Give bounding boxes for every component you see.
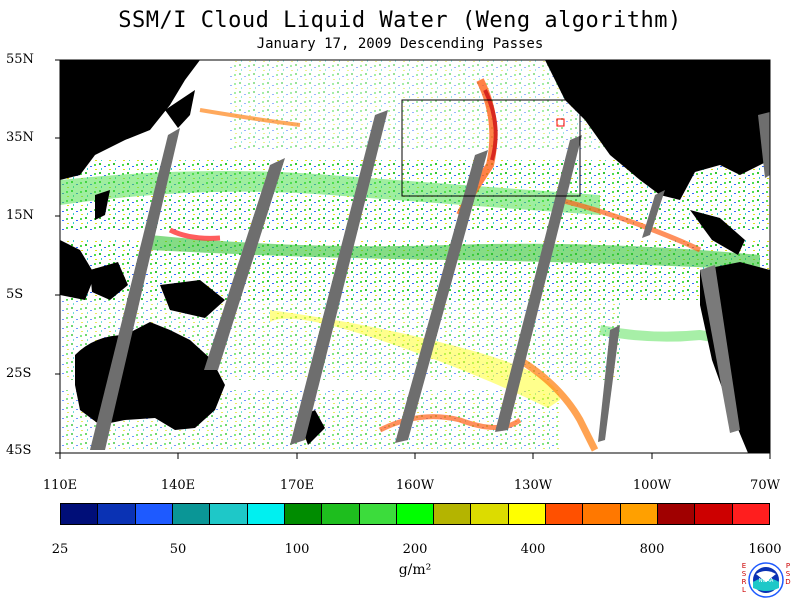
lon-label: 170E [279,478,315,493]
lat-label: 15N [6,208,34,223]
colorbar-tick-label: 200 [402,542,428,557]
lat-label: 25S [6,366,32,381]
logo-letter: R [741,578,747,586]
colorbar-segment [246,504,284,524]
colorbar-tick-label: 50 [169,542,187,557]
marker-box [556,118,565,127]
colorbar-segment [97,504,135,524]
logo-letter: S [741,570,747,578]
land-central-america [690,210,745,255]
colorbar-tick-label: 1600 [748,542,782,557]
lon-label: 130W [513,478,553,493]
map-subtitle: January 17, 2009 Descending Passes [256,36,544,52]
esrl-text: E S R L [740,562,748,594]
lon-ticks [59,453,771,459]
colorbar-segment [582,504,620,524]
logo-letter: S [785,570,791,578]
psd-text: P S D [784,562,792,586]
colorbar-segment [470,504,508,524]
colorbar-tick-label: 100 [284,542,310,557]
land-japan [165,90,195,128]
colorbar-segment [619,504,657,524]
colorbar-segment [209,504,247,524]
lat-label: 45S [6,443,32,458]
logo-letter: E [741,562,747,570]
colorbar-segment [545,504,583,524]
colorbar-units: g/m² [398,562,432,578]
colorbar-segment [321,504,359,524]
lon-label: 160W [395,478,435,493]
logo-letter: P [785,562,791,570]
colorbar-segment [171,504,210,524]
colorbar-segment [134,504,172,524]
lat-label: 35N [6,130,34,145]
logo-text: NOAA [759,578,774,584]
map-title: SSM/I Cloud Liquid Water (Weng algorithm… [118,8,682,33]
land-mass [60,60,770,453]
lat-ticks [55,59,60,454]
colorbar [60,503,770,525]
land-indochina [60,240,95,300]
colorbar-segment [433,504,471,524]
land-new-guinea [160,280,225,318]
lat-label: 5S [6,287,24,302]
colorbar-tick-label: 800 [639,542,665,557]
colorbar-tick-label: 25 [51,542,69,557]
region-box [401,99,581,197]
lon-label: 140E [160,478,196,493]
lon-label: 70W [750,478,780,493]
colorbar-segment [694,504,732,524]
colorbar-segment [657,504,695,524]
lon-label: 100W [632,478,672,493]
logo-letter: L [742,586,746,594]
land-asia [60,60,200,180]
colorbar-segment [358,504,396,524]
logo-letter: D [785,578,791,586]
colorbar-segment [395,504,434,524]
lat-label: 55N [6,52,34,67]
land-north-america [545,60,770,200]
swath-gaps [90,110,770,450]
colorbar-segment [61,504,98,524]
colorbar-segment [283,504,322,524]
cloud-water-field [60,60,770,452]
lon-label: 110E [42,478,78,493]
land-borneo [90,262,128,300]
colorbar-segment [731,504,769,524]
noaa-logo-icon: NOAA [748,562,784,598]
colorbar-tick-label: 400 [520,542,546,557]
land-philippines [95,190,110,220]
colorbar-segment [507,504,546,524]
